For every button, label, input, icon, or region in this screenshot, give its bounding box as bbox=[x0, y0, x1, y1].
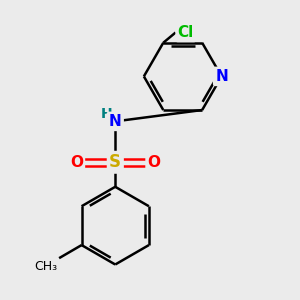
Text: O: O bbox=[70, 155, 83, 170]
Text: N: N bbox=[109, 114, 122, 129]
Text: Cl: Cl bbox=[178, 25, 194, 40]
Text: O: O bbox=[148, 155, 160, 170]
Text: CH₃: CH₃ bbox=[34, 260, 57, 273]
Text: H: H bbox=[100, 107, 112, 121]
Text: N: N bbox=[215, 69, 228, 84]
Text: S: S bbox=[109, 153, 121, 171]
